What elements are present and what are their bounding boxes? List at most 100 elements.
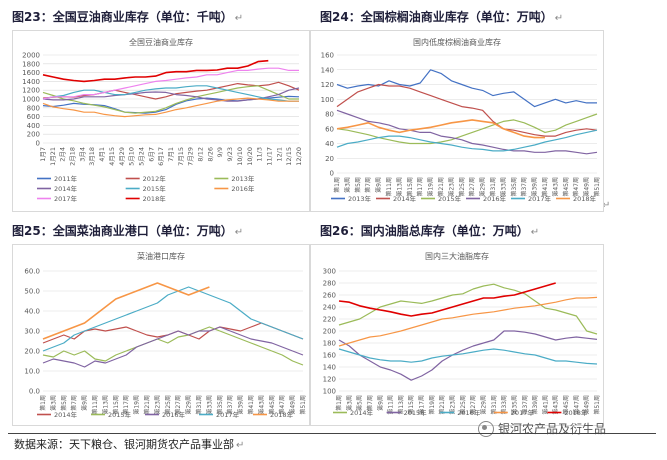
x-tick-label: 第9周 <box>376 395 384 411</box>
x-tick-label: 第31周 <box>490 395 498 415</box>
x-tick-label: 第7周 <box>366 395 374 411</box>
x-tick-label: 第27周 <box>469 395 477 415</box>
y-tick-label: 800 <box>27 104 40 112</box>
legend-label: 2018年 <box>564 408 588 417</box>
wechat-logo-icon <box>478 420 494 437</box>
caption-fig26: 图26：国内油脂总库存（单位：万吨） ↵ <box>320 224 540 238</box>
x-tick-label: 第47周 <box>572 177 580 197</box>
x-tick-label: 第29周 <box>479 395 487 415</box>
x-tick-label: 5月10 <box>128 147 136 166</box>
x-tick-label: 10/10 <box>236 147 244 166</box>
x-tick-label: 第51周 <box>299 395 307 415</box>
y-tick-label: 0.0 <box>29 388 40 396</box>
chart-title: 国内低度棕榈油商业库存 <box>413 37 501 47</box>
return-mark-icon: ↵ <box>236 440 245 451</box>
x-tick-label: 7月15 <box>177 147 185 166</box>
x-tick-label: 第15周 <box>407 395 415 415</box>
y-tick-label: 1600 <box>22 69 40 77</box>
source-note: 数据来源：天下粮仓、银河期货农产品事业部 ↵ <box>14 438 245 451</box>
x-tick-label: 8/12 <box>197 147 205 162</box>
x-tick-label: 第49周 <box>289 395 297 415</box>
x-tick-label: 第45周 <box>562 395 570 415</box>
series-line-2018年 <box>42 282 210 340</box>
x-tick-label: 第5周 <box>356 395 364 411</box>
x-tick-label: 第21周 <box>143 395 151 415</box>
x-tick-label: 第27周 <box>174 395 182 415</box>
series-line-2013年 <box>336 69 597 108</box>
y-tick-label: 60 <box>325 125 334 133</box>
x-tick-label: 第13周 <box>101 395 109 415</box>
y-tick-label: 260 <box>323 292 336 300</box>
y-tick-label: 1000 <box>22 96 40 104</box>
return-mark-icon: ↵ <box>234 13 244 24</box>
x-tick-label: 第19周 <box>427 177 435 197</box>
legend-label: 2016年 <box>231 184 255 193</box>
x-tick-label: 第11周 <box>385 177 393 197</box>
x-tick-label: 12/20 <box>295 147 303 166</box>
y-tick-label: 220 <box>323 316 336 324</box>
y-tick-label: 20.0 <box>24 348 40 356</box>
legend-label: 2015年 <box>438 194 462 203</box>
x-tick-label: 第19周 <box>133 395 141 415</box>
series-line-2017年 <box>336 129 598 152</box>
x-tick-label: 第45周 <box>562 177 570 197</box>
legend-label: 2018年 <box>143 194 167 203</box>
x-tick-label: 3月4 <box>78 147 86 162</box>
x-tick-label: 第39周 <box>237 395 245 415</box>
x-tick-label: 第33周 <box>499 177 507 197</box>
y-tick-label: 80 <box>325 111 334 119</box>
legend-label: 2012年 <box>143 174 167 183</box>
y-tick-label: 100 <box>323 388 336 396</box>
x-tick-label: 第33周 <box>500 395 508 415</box>
x-tick-label: 4月1 <box>98 147 106 162</box>
y-tick-label: 2000 <box>22 52 40 60</box>
series-line-2017年 <box>42 67 299 100</box>
x-tick-label: 第23周 <box>447 177 455 197</box>
x-tick-label: 第25周 <box>459 395 467 415</box>
x-tick-label: 第27周 <box>468 177 476 197</box>
series-line-2017年 <box>338 296 598 347</box>
x-tick-label: 第47周 <box>572 395 580 415</box>
legend-label: 2018年 <box>270 410 294 419</box>
x-tick-label: 第15周 <box>112 395 120 415</box>
x-tick-label: 第43周 <box>552 395 560 415</box>
legend-label: 2017年 <box>511 408 535 417</box>
y-tick-label: 120 <box>321 81 334 89</box>
series-line-2018年 <box>42 59 269 83</box>
x-tick-label: 第21周 <box>438 395 446 415</box>
watermark-text: 银河农产品及衍生品 <box>498 422 607 436</box>
x-tick-label: 12/1 <box>275 147 283 162</box>
y-tick-label: 1400 <box>22 78 40 86</box>
series-line-2016年 <box>42 97 299 118</box>
x-tick-label: 第29周 <box>185 395 193 415</box>
x-tick-label: 第49周 <box>583 177 591 197</box>
series-line-2018年 <box>338 282 556 317</box>
x-tick-label: 第33周 <box>205 395 213 415</box>
series-line-2015年 <box>336 113 598 145</box>
x-tick-label: 7月1 <box>167 147 175 162</box>
legend-label: 2013年 <box>348 194 372 203</box>
x-tick-label: 2月4 <box>59 147 67 162</box>
x-tick-label: 第17周 <box>418 395 426 415</box>
x-tick-label: 第13周 <box>397 395 405 415</box>
x-tick-label: 第13周 <box>395 177 403 197</box>
x-tick-label: 第17周 <box>122 395 130 415</box>
x-tick-label: 第19周 <box>428 395 436 415</box>
series-line-2014年 <box>338 283 598 335</box>
x-tick-label: 第43周 <box>257 395 265 415</box>
x-tick-label: 第15周 <box>406 177 414 197</box>
x-tick-label: 第35周 <box>510 395 518 415</box>
x-tick-label: 第1周 <box>333 177 341 193</box>
x-tick-label: 4月15 <box>108 147 116 166</box>
legend-label: 2014年 <box>54 410 78 419</box>
x-tick-label: 6月17 <box>157 147 165 166</box>
x-tick-label: 10/20 <box>246 147 254 166</box>
x-tick-label: 6月7 <box>147 147 155 162</box>
y-tick-label: 0 <box>36 140 40 148</box>
x-tick-label: 3月18 <box>88 147 96 166</box>
x-tick-label: 第41周 <box>541 395 549 415</box>
legend-label: 2014年 <box>350 408 374 417</box>
legend-label: 2016年 <box>162 410 186 419</box>
series-line-2016年 <box>338 348 598 365</box>
